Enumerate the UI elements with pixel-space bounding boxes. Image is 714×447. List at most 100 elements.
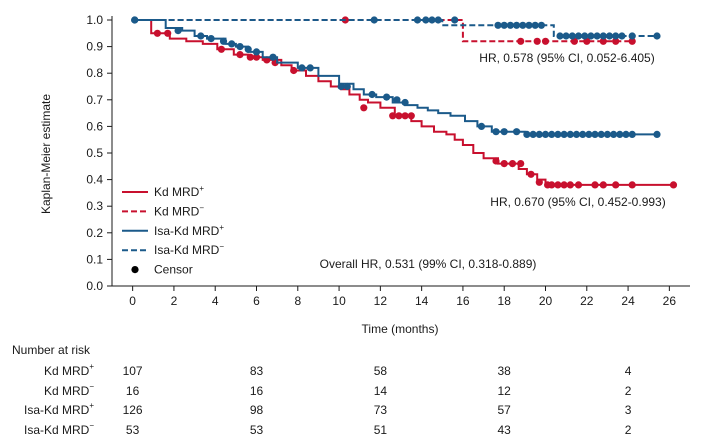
censor-point: [306, 64, 314, 72]
censor-point: [585, 130, 593, 138]
censor-point: [527, 170, 535, 178]
risk-cell: 53: [249, 422, 264, 437]
censor-point: [548, 181, 556, 189]
y-tick-label: 0.7: [86, 93, 103, 107]
censor-point: [560, 130, 568, 138]
y-tick-label: 0.3: [86, 199, 103, 213]
km-curve-kd-mrdpos: [132, 19, 674, 186]
censor-point: [628, 32, 636, 40]
risk-cell: 126: [122, 403, 143, 418]
censor-point: [477, 122, 486, 130]
x-tick-label: 18: [498, 294, 512, 308]
censor-point: [513, 21, 521, 29]
legend-entry-label: Isa-Kd MRD+: [154, 223, 224, 238]
censor-point: [368, 90, 376, 99]
censor-point: [603, 130, 612, 138]
censor-point: [593, 32, 601, 40]
censor-point: [554, 130, 562, 138]
censor-point: [599, 37, 607, 45]
risk-row-label: Kd MRD+: [43, 362, 94, 378]
y-tick-label: 0.5: [86, 146, 103, 160]
censor-point: [228, 40, 236, 48]
censor-point: [612, 37, 620, 45]
censor-point: [537, 21, 546, 29]
censor-point: [393, 96, 401, 104]
censor-point: [252, 53, 261, 61]
censor-point: [174, 27, 182, 35]
y-axis-label: Kaplan-Meier estimate: [39, 94, 53, 214]
legend-entry-label: Kd MRD+: [154, 184, 204, 199]
censor-point: [434, 16, 442, 24]
censor-point: [597, 130, 605, 138]
censor-point: [153, 29, 161, 37]
censor-point: [531, 21, 539, 29]
censor-point: [500, 128, 508, 136]
x-tick-label: 12: [374, 294, 388, 308]
y-tick-label: 0.0: [86, 279, 103, 293]
censor-point: [492, 128, 500, 136]
censor-point: [451, 16, 459, 24]
censor-point: [556, 32, 564, 40]
censor-point: [395, 112, 403, 120]
censor-point: [628, 130, 636, 138]
censor-point: [506, 21, 514, 29]
censor-point: [517, 37, 525, 45]
risk-cell: 3: [624, 403, 632, 418]
legend-censor-symbol: [131, 266, 139, 274]
risk-row-label: Isa-Kd MRD+: [23, 401, 94, 418]
censor-point: [535, 130, 543, 138]
censor-point: [628, 181, 636, 189]
censor-point: [591, 130, 599, 138]
y-tick-label: 0.6: [86, 119, 103, 133]
censor-point: [618, 32, 626, 40]
censor-point: [428, 16, 436, 24]
censor-point: [244, 45, 252, 53]
x-tick-label: 16: [456, 294, 470, 308]
risk-cell: 51: [373, 422, 388, 437]
censor-point: [370, 16, 378, 24]
y-tick-label: 0.8: [86, 66, 103, 80]
censor-point: [337, 82, 345, 91]
censor-point: [581, 32, 589, 40]
y-tick-label: 0.4: [86, 173, 103, 187]
censor-point: [236, 43, 244, 51]
risk-cell: 16: [125, 383, 140, 398]
censor-point: [605, 32, 614, 40]
risk-cell: 4: [624, 364, 632, 378]
censor-point: [252, 48, 261, 56]
censor-point: [653, 32, 661, 40]
censor-point: [612, 32, 620, 40]
censor-point: [298, 64, 306, 72]
censor-point: [612, 181, 620, 189]
censor-point: [535, 178, 543, 186]
censor-point: [566, 181, 574, 189]
censor-point: [519, 21, 527, 29]
censor-point: [541, 37, 550, 45]
censor-point: [669, 181, 678, 189]
censor-point: [616, 130, 624, 138]
risk-cell: 38: [497, 364, 511, 378]
risk-table-title: Number at risk: [12, 343, 91, 357]
censor-point: [591, 181, 599, 189]
x-tick-label: 10: [332, 294, 346, 308]
censor-point: [164, 29, 172, 37]
censor-point: [533, 37, 541, 45]
censor-point: [574, 32, 583, 40]
censor-point: [360, 104, 368, 112]
censor-point: [492, 157, 500, 165]
x-tick-label: 2: [171, 294, 178, 308]
censor-point: [500, 21, 508, 29]
censor-point: [494, 21, 502, 29]
risk-cell: 12: [497, 383, 511, 398]
hr-annotation-mrd-positive: HR, 0.670 (95% CI, 0.452-0.993): [490, 195, 665, 209]
y-tick-label: 0.2: [86, 226, 103, 240]
x-tick-label: 22: [580, 294, 594, 308]
km-curve-isa-kd-mrdpos: [132, 19, 657, 136]
x-tick-label: 0: [129, 294, 136, 308]
censor-point: [207, 35, 215, 43]
censor-point: [562, 32, 570, 40]
censor-point: [236, 51, 244, 59]
censor-point: [541, 130, 550, 138]
censor-point: [513, 128, 521, 136]
